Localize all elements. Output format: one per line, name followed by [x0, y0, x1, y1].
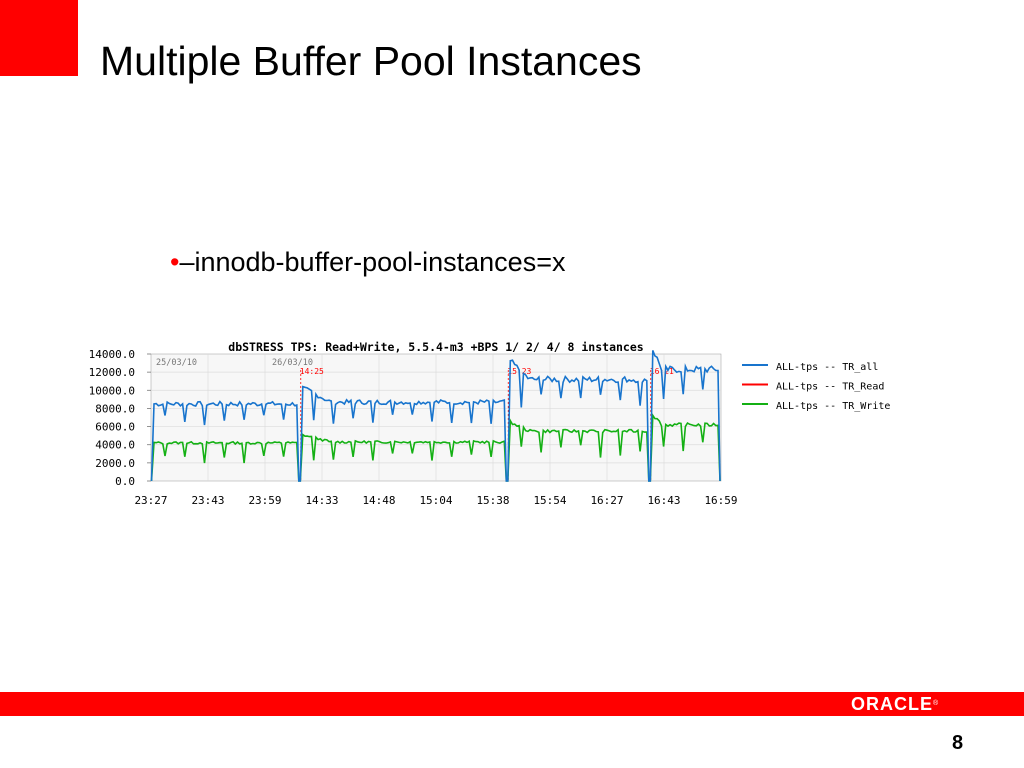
legend-label: ALL-tps -- TR_all [776, 362, 878, 373]
legend-label: ALL-tps -- TR_Write [776, 401, 890, 412]
series-line-tr-all [150, 350, 721, 482]
bullet-text: –innodb-buffer-pool-instances=x [179, 247, 566, 277]
series [150, 350, 721, 482]
registered-mark: ® [933, 700, 940, 707]
time-marker-label: 14:25 [300, 367, 324, 376]
page-number: 8 [952, 732, 964, 754]
date-label-2: 26/03/10 [272, 358, 313, 368]
x-tick-label: 14:33 [305, 494, 338, 507]
y-tick-label: 4000.0 [95, 439, 135, 452]
tps-line-chart: dbSTRESS TPS: Read+Write, 5.5.4-m3 +BPS … [89, 340, 891, 507]
x-tick-label: 23:59 [248, 494, 281, 507]
bullet-marker: • [170, 247, 180, 277]
x-tick-label: 15:38 [476, 494, 509, 507]
x-axis-ticks: 23:27 23:43 23:59 14:33 14:48 15:04 15:38 15:54… [134, 494, 737, 507]
y-tick-label: 14000.0 [89, 348, 135, 361]
x-tick-label: 16:59 [704, 494, 737, 507]
oracle-logo-text: ORACLE [851, 694, 933, 714]
x-tick-label: 14:48 [362, 494, 395, 507]
y-tick-label: 6000.0 [95, 421, 135, 434]
x-tick-label: 15:04 [419, 494, 452, 507]
y-tick-label: 2000.0 [95, 457, 135, 470]
x-tick-label: 16:27 [590, 494, 623, 507]
legend: ALL-tps -- TR_all ALL-tps -- TR_Read ALL-t… [742, 362, 890, 412]
y-axis-ticks: 14000.0 12000.0 10000.0 8000.0 6000.0 4000.0 2… [89, 348, 151, 488]
bullet-item: •–innodb-buffer-pool-instances=x [170, 247, 565, 278]
y-tick-label: 0.0 [115, 475, 135, 488]
y-tick-label: 10000.0 [89, 384, 135, 397]
x-tick-label: 23:27 [134, 494, 167, 507]
footer-bar [0, 692, 1024, 716]
date-label-1: 25/03/10 [156, 358, 197, 368]
series-line-tr-write [150, 412, 721, 482]
title-accent-square [0, 0, 78, 76]
slide-title: Multiple Buffer Pool Instances [100, 38, 642, 84]
y-tick-label: 8000.0 [95, 402, 135, 415]
legend-label: ALL-tps -- TR_Read [776, 382, 884, 393]
x-tick-label: 15:54 [533, 494, 566, 507]
oracle-logo: ORACLE® [851, 694, 939, 714]
x-tick-label: 23:43 [191, 494, 224, 507]
grid [151, 354, 721, 481]
y-tick-label: 12000.0 [89, 366, 135, 379]
x-tick-label: 16:43 [647, 494, 680, 507]
chart-title: dbSTRESS TPS: Read+Write, 5.5.4-m3 +BPS … [228, 340, 643, 354]
